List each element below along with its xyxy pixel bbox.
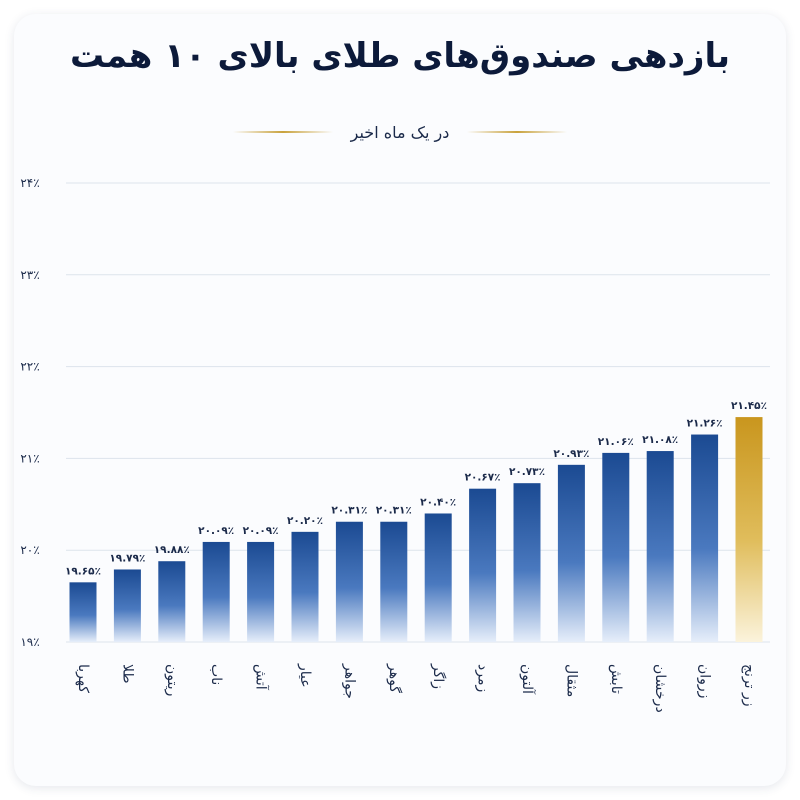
y-tick-label: ۱۹٪ bbox=[20, 635, 39, 649]
subtitle-row: در یک ماه اخیر bbox=[0, 117, 800, 147]
bar bbox=[247, 541, 275, 642]
x-tick-label: زمرد bbox=[475, 664, 491, 692]
value-label: ۲۰.۶۷٪ bbox=[465, 472, 501, 484]
value-label: ۲۰.۴۰٪ bbox=[420, 496, 456, 508]
x-tick-label: زر ترنج bbox=[741, 664, 757, 707]
value-label: ۲۰.۰۹٪ bbox=[198, 525, 234, 537]
y-tick-label: ۲۲٪ bbox=[20, 360, 39, 374]
value-label: ۲۱.۰۸٪ bbox=[642, 434, 678, 446]
y-tick-label: ۲۴٪ bbox=[20, 176, 39, 190]
value-label: ۲۱.۲۶٪ bbox=[687, 418, 723, 430]
x-tick-label: زروان bbox=[697, 664, 713, 698]
x-tick-label: کهربا bbox=[75, 664, 91, 693]
bar bbox=[646, 451, 674, 642]
x-tick-label: تابش bbox=[608, 664, 624, 694]
x-tick-label: زاگر bbox=[430, 663, 447, 689]
x-axis-labels: کهربا طلا ریتون ناب آتش عیار جواهر گوهر زاگر زمرد… bbox=[75, 663, 757, 713]
bar bbox=[335, 521, 363, 642]
x-tick-label: آتش bbox=[253, 664, 270, 691]
bar bbox=[469, 488, 497, 642]
y-tick-label: ۲۰٪ bbox=[20, 543, 39, 557]
x-tick-label: ناب bbox=[208, 664, 224, 685]
x-tick-label: ریتون bbox=[164, 664, 180, 696]
value-label: ۲۰.۳۱٪ bbox=[376, 505, 412, 517]
chart-subtitle: در یک ماه اخیر bbox=[350, 122, 450, 142]
y-tick-label: ۲۱٪ bbox=[20, 451, 39, 465]
x-tick-label: جواهر bbox=[341, 663, 357, 699]
value-label: ۲۱.۰۶٪ bbox=[598, 436, 634, 448]
x-tick-label: درخشان bbox=[652, 664, 668, 713]
value-label: ۱۹.۷۹٪ bbox=[109, 552, 145, 564]
subtitle-divider-right bbox=[467, 131, 568, 133]
value-label: ۲۰.۷۳٪ bbox=[509, 466, 545, 478]
value-labels: ۱۹.۶۵٪ ۱۹.۷۹٪ ۱۹.۸۸٪ ۲۰.۰۹٪ ۲۰.۰۹٪ ۲۰.۲۰٪ ۲۰.۳… bbox=[65, 400, 767, 577]
y-tick-label: ۲۳٪ bbox=[20, 268, 39, 282]
value-label: ۱۹.۸۸٪ bbox=[154, 544, 190, 556]
value-label: ۲۱.۴۵٪ bbox=[731, 400, 767, 412]
bars bbox=[69, 417, 763, 642]
bar bbox=[513, 483, 541, 642]
bar bbox=[158, 561, 186, 642]
value-label: ۲۰.۲۰٪ bbox=[287, 515, 323, 527]
x-tick-label: آلتون bbox=[519, 664, 536, 695]
subtitle-divider-left bbox=[232, 131, 333, 133]
value-label: ۲۰.۰۹٪ bbox=[243, 525, 279, 537]
x-tick-label: مثقال bbox=[563, 664, 579, 697]
bar bbox=[691, 434, 719, 642]
x-tick-label: عیار bbox=[297, 663, 313, 688]
chart-card bbox=[14, 14, 786, 786]
x-tick-label: طلا bbox=[119, 664, 135, 684]
bar bbox=[291, 531, 319, 642]
value-label: ۲۰.۳۱٪ bbox=[331, 505, 367, 517]
y-axis-ticks: ۱۹٪ ۲۰٪ ۲۱٪ ۲۲٪ ۲۳٪ ۲۴٪ bbox=[20, 176, 39, 649]
bar bbox=[69, 582, 97, 642]
value-label: ۲۰.۹۳٪ bbox=[553, 448, 589, 460]
value-label: ۱۹.۶۵٪ bbox=[65, 565, 101, 577]
chart-title: بازدهی صندوق‌های طلای بالای ۱۰ همت bbox=[69, 36, 730, 76]
bar bbox=[202, 541, 230, 642]
bar bbox=[602, 452, 630, 642]
bar bbox=[424, 513, 452, 642]
x-tick-label: گوهر bbox=[386, 663, 403, 693]
bar bbox=[113, 569, 141, 642]
bar bbox=[557, 464, 585, 642]
bar bbox=[735, 417, 763, 642]
bar bbox=[380, 521, 408, 642]
